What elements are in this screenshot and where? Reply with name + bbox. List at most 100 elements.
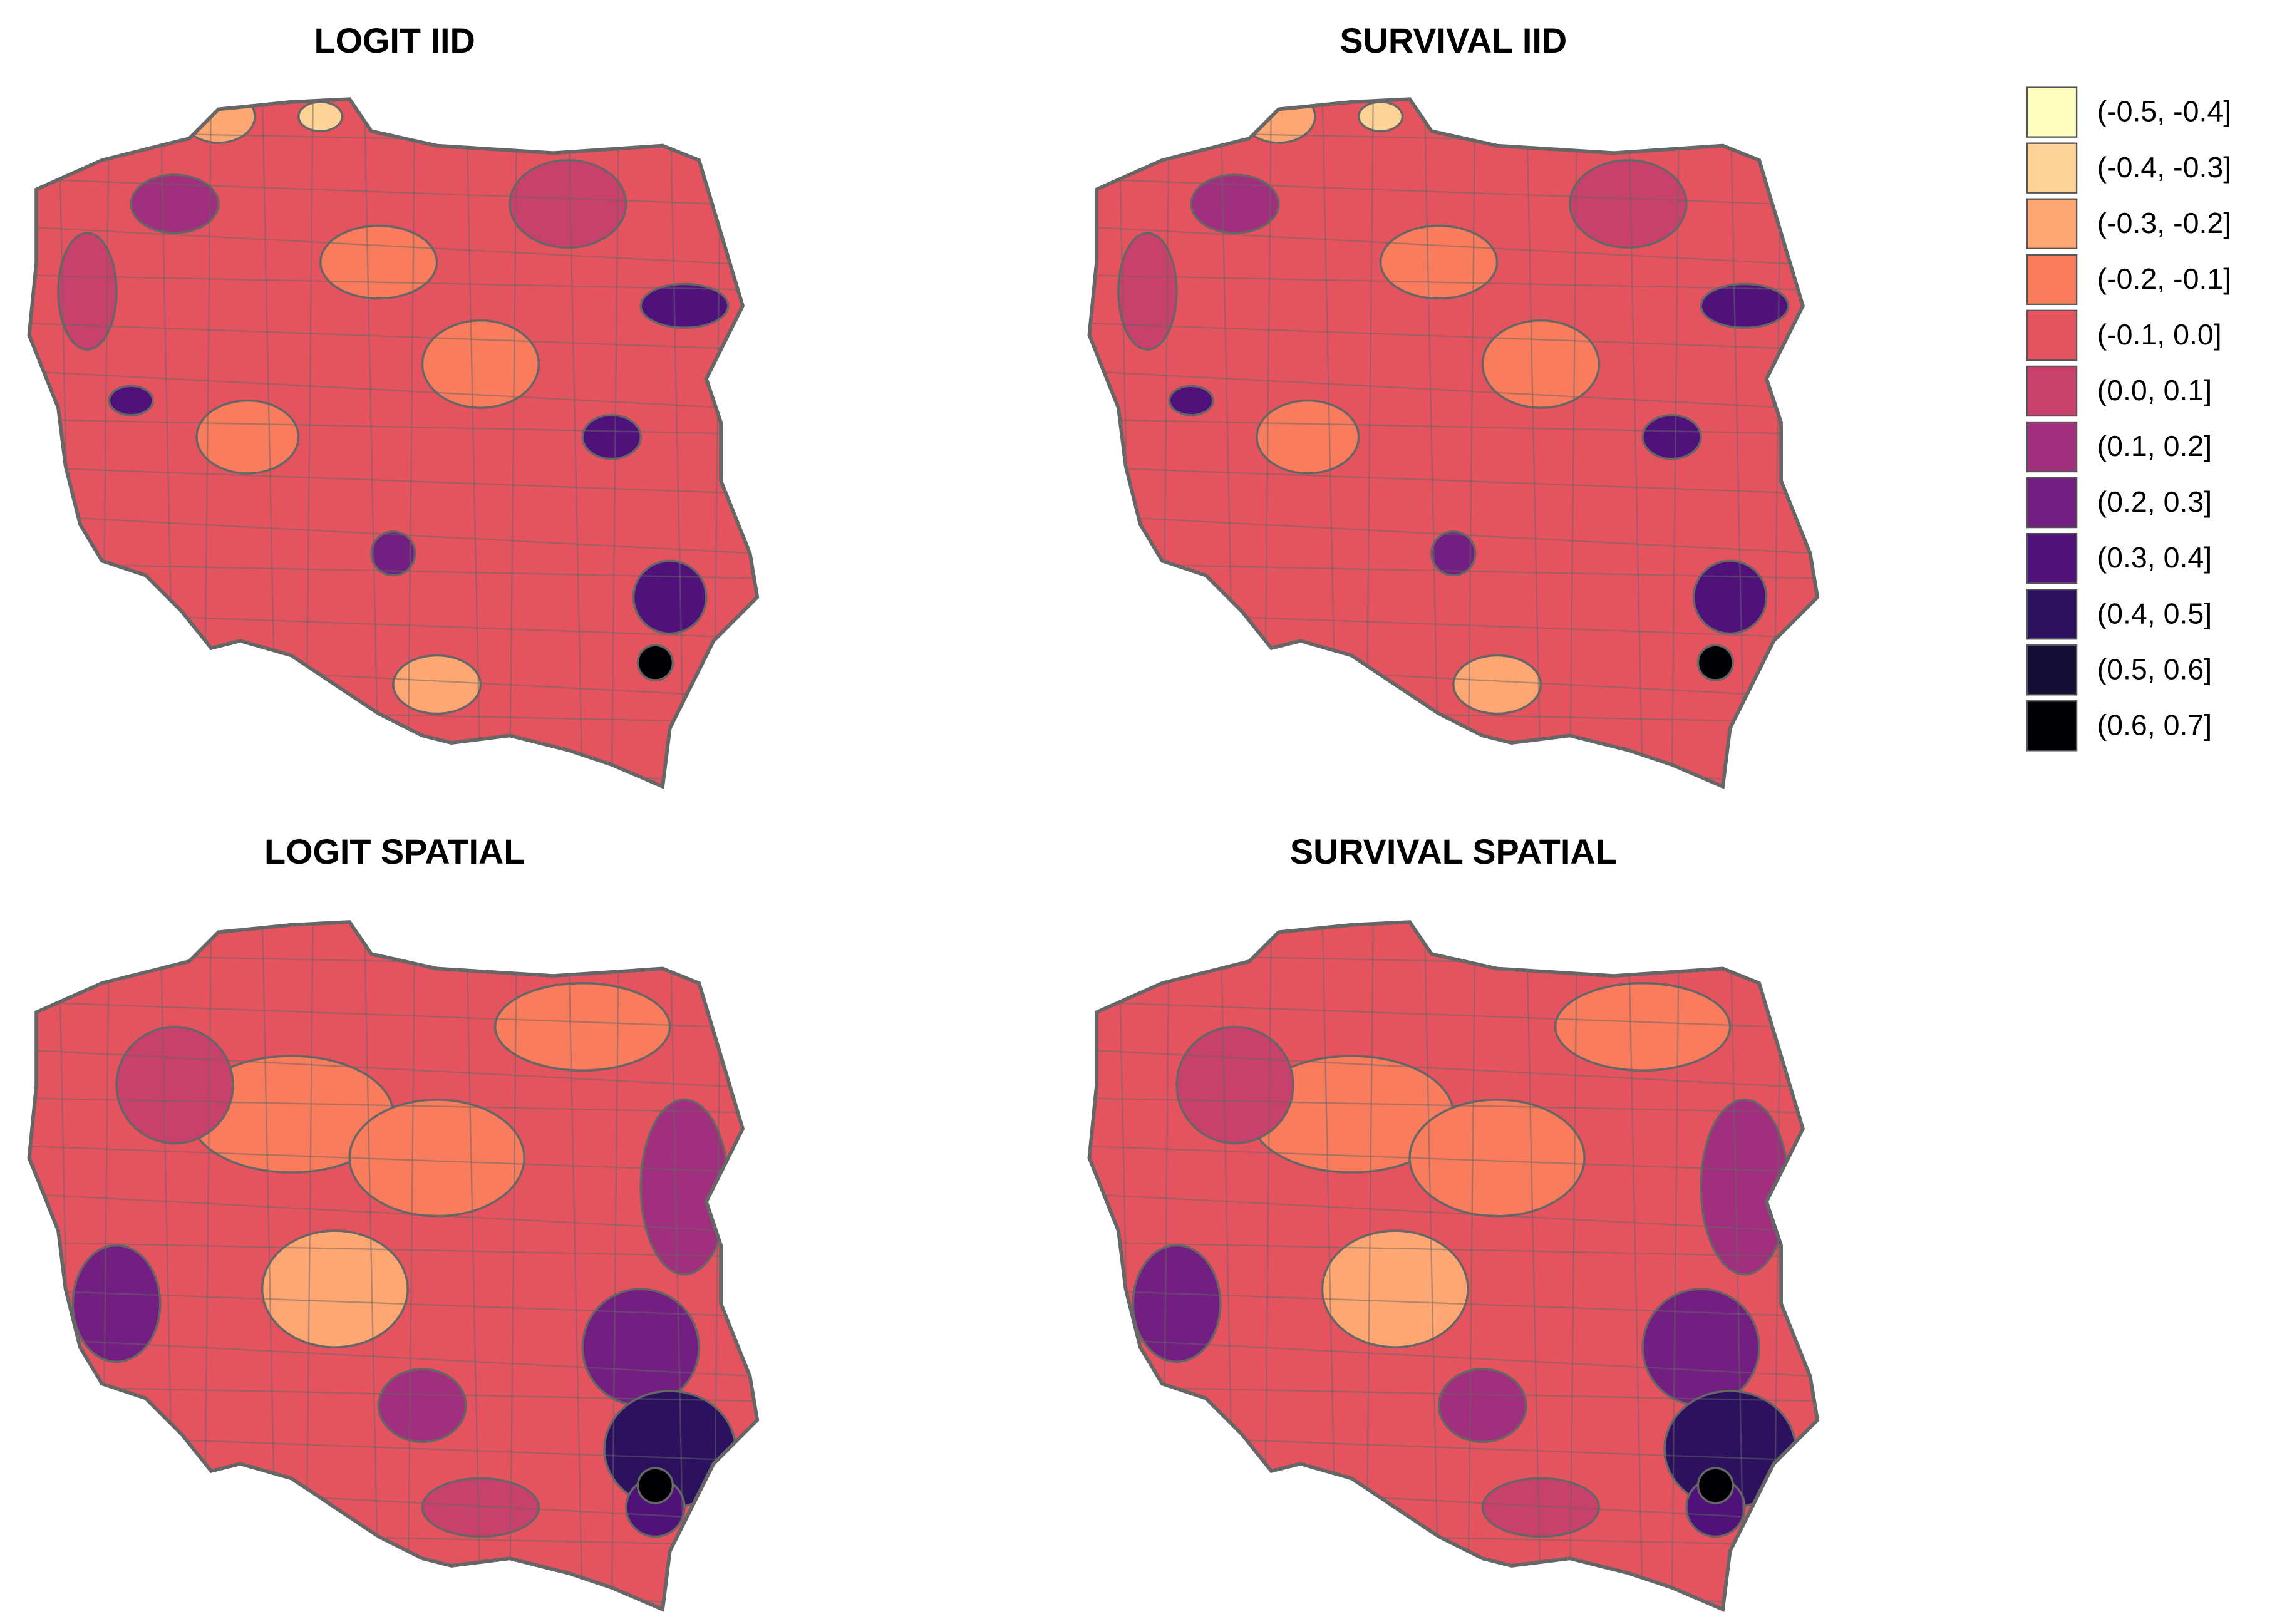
district-border — [29, 418, 758, 435]
district-area — [108, 385, 154, 416]
district-area — [1700, 282, 1790, 329]
district-border — [1089, 1337, 1818, 1377]
district-area — [1696, 1467, 1735, 1504]
legend-label: (0.5, 0.6] — [2097, 653, 2212, 685]
legend-swatch — [2026, 86, 2078, 138]
district-border — [1671, 922, 1680, 1610]
district-border — [509, 99, 518, 787]
district-border — [1089, 418, 1818, 435]
district-border — [1089, 226, 1818, 266]
legend-label: (-0.1, 0.0] — [2097, 318, 2222, 351]
panel-title: LOGIT IID — [314, 21, 475, 60]
map-panel: SURVIVAL IID — [1087, 21, 1820, 789]
district-area — [421, 319, 540, 409]
district-border — [1729, 922, 1746, 1610]
district-border — [611, 99, 620, 787]
district-border — [1089, 1385, 1818, 1402]
panel-title: SURVIVAL IID — [1340, 21, 1567, 60]
district-area — [636, 644, 674, 681]
district-area — [1132, 1244, 1222, 1363]
district-area — [377, 1368, 467, 1444]
district-border — [29, 370, 758, 410]
district-border — [1671, 99, 1680, 787]
district-border — [29, 1193, 758, 1233]
district-border — [1089, 467, 1818, 495]
district-border — [1423, 99, 1440, 787]
district-area — [370, 530, 416, 577]
district-border — [1089, 562, 1818, 579]
district-border — [1089, 1193, 1818, 1233]
legend-label: (0.3, 0.4] — [2097, 541, 2212, 574]
district-border — [1627, 99, 1644, 787]
district-area — [632, 559, 708, 635]
legend-swatch — [2026, 421, 2078, 473]
legend-label: (-0.4, -0.3] — [2097, 151, 2232, 184]
district-border — [29, 226, 758, 266]
district-border — [1089, 1146, 1818, 1174]
district-border — [29, 1337, 758, 1377]
district-area — [1452, 654, 1542, 715]
district-border — [669, 99, 686, 787]
district-area — [392, 654, 482, 715]
district-area — [1641, 414, 1702, 460]
district-border — [29, 1385, 758, 1402]
district-area — [195, 399, 300, 475]
district-border — [29, 1097, 758, 1114]
district-area — [1408, 1099, 1586, 1218]
district-border — [363, 922, 379, 1610]
legend-swatch — [2026, 700, 2078, 752]
district-border — [29, 1241, 758, 1258]
district-border — [1729, 99, 1746, 787]
district-area — [1190, 173, 1280, 234]
district-area — [130, 173, 220, 234]
district-border — [29, 515, 758, 554]
district-border — [1467, 922, 1476, 1610]
district-border — [29, 1290, 758, 1318]
legend-swatch — [2026, 644, 2078, 696]
district-border — [567, 99, 584, 787]
district-border — [669, 922, 686, 1610]
district-border — [509, 922, 518, 1610]
district-border — [1089, 323, 1818, 351]
district-area — [1481, 1477, 1601, 1538]
district-area — [297, 101, 344, 133]
country-fill — [29, 99, 758, 787]
legend-label: (-0.2, -0.1] — [2097, 262, 2232, 295]
district-area — [57, 232, 118, 351]
district-area — [348, 1099, 525, 1218]
panel-title: SURVIVAL SPATIAL — [1290, 832, 1617, 871]
legend-label: (0.6, 0.7] — [2097, 708, 2212, 741]
district-border — [1089, 1049, 1818, 1089]
district-border — [1089, 1097, 1818, 1114]
district-border — [29, 1001, 758, 1029]
district-area — [1357, 101, 1404, 133]
district-area — [71, 1244, 162, 1363]
district-border — [1089, 1290, 1818, 1318]
district-border — [1089, 274, 1818, 291]
district-border — [29, 323, 758, 351]
country-border — [1087, 920, 1820, 1612]
district-area — [421, 1477, 540, 1538]
district-area — [115, 1025, 234, 1145]
district-area — [1641, 1288, 1760, 1407]
district-border — [1627, 922, 1644, 1610]
district-border — [29, 178, 758, 207]
district-area — [1379, 224, 1499, 300]
district-area — [1168, 385, 1214, 416]
district-border — [406, 922, 416, 1610]
district-area — [636, 1467, 674, 1504]
district-area — [1481, 319, 1601, 409]
legend-swatch — [2026, 477, 2078, 529]
country-border — [27, 920, 760, 1612]
district-area — [581, 1288, 700, 1407]
district-border — [1467, 99, 1476, 787]
country-border — [27, 97, 760, 789]
district-border — [1423, 922, 1440, 1610]
district-area — [1256, 399, 1360, 475]
legend-swatch — [2026, 532, 2078, 584]
district-border — [465, 99, 482, 787]
district-area — [1175, 1025, 1294, 1145]
district-border — [1569, 922, 1578, 1610]
district-area — [1569, 159, 1688, 249]
